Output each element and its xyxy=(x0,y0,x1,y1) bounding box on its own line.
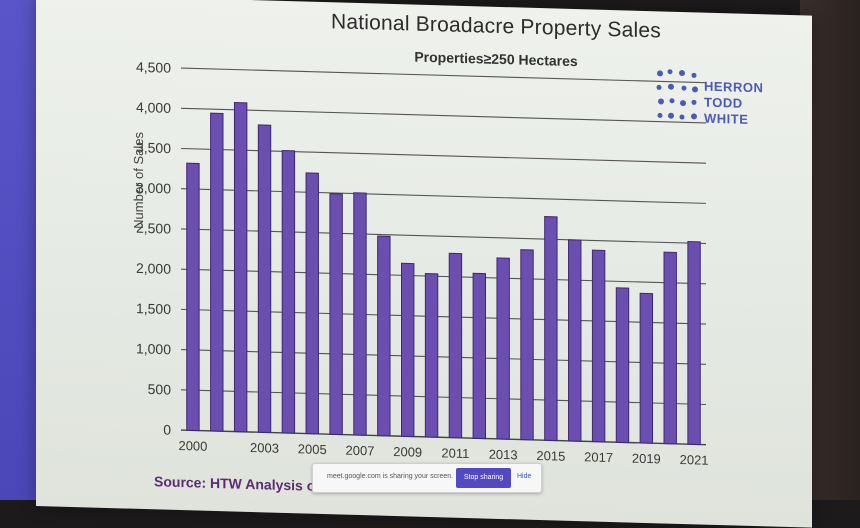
bar-2002 xyxy=(233,102,248,433)
y-tick-label: 1,000 xyxy=(136,340,171,357)
y-tick-label: 2,000 xyxy=(136,260,171,277)
x-tick-label: 2005 xyxy=(298,441,327,457)
bar-2016 xyxy=(568,239,582,442)
bar-2020 xyxy=(663,251,677,445)
bar-2003 xyxy=(257,124,272,434)
bar-2012 xyxy=(472,272,487,440)
window-edge xyxy=(0,0,42,500)
projected-slide: National Broadacre Property Sales Proper… xyxy=(36,0,812,528)
logo-dots-icon xyxy=(656,69,698,120)
bar-2000 xyxy=(186,162,200,432)
gridline xyxy=(181,107,706,124)
x-tick-label: 2003 xyxy=(250,440,279,456)
x-tick-label: 2009 xyxy=(393,444,422,460)
bar-chart: 0 500 1,000 1,500 2,000 2,500 3,000 3,500 4,000 4… xyxy=(136,59,709,468)
bar-2004 xyxy=(281,150,296,434)
bar-2013 xyxy=(496,257,510,440)
y-tick-label: 0 xyxy=(163,422,171,438)
x-tick-label: 2017 xyxy=(584,449,613,465)
x-tick-label: 2021 xyxy=(680,452,709,468)
htw-logo: HERRON TODD WHITE xyxy=(654,63,784,129)
x-tick-label: 2000 xyxy=(178,438,207,454)
gridline xyxy=(181,67,706,84)
hide-link[interactable]: Hide xyxy=(517,473,532,480)
share-message: meet.google.com is sharing your screen. xyxy=(327,473,454,480)
bar-2007 xyxy=(353,192,367,436)
bar-2018 xyxy=(615,287,630,444)
x-tick-label: 2011 xyxy=(441,445,469,461)
bar-2009 xyxy=(401,262,415,438)
bar-2008 xyxy=(377,235,391,437)
y-tick-label: 3,500 xyxy=(136,139,171,156)
bar-2017 xyxy=(591,249,606,443)
y-tick-label: 4,500 xyxy=(136,59,171,76)
bar-2010 xyxy=(424,273,439,438)
bar-2011 xyxy=(448,252,463,439)
x-tick-label: 2019 xyxy=(632,451,661,467)
y-tick-label: 4,000 xyxy=(136,99,171,116)
stop-sharing-button[interactable]: Stop sharing xyxy=(456,468,511,488)
y-tick-label: 1,500 xyxy=(136,300,171,317)
bar-2006 xyxy=(329,193,343,436)
bar-2005 xyxy=(305,172,319,435)
bar-2015 xyxy=(544,216,558,442)
y-tick-label: 3,000 xyxy=(136,179,171,196)
x-tick-label: 2007 xyxy=(346,443,375,459)
bar-2014 xyxy=(520,249,534,441)
bar-2001 xyxy=(210,112,224,432)
x-tick-label: 2013 xyxy=(489,447,518,463)
y-axis-title: Number of Sales xyxy=(131,131,146,230)
x-tick-label: 2015 xyxy=(536,448,565,464)
screen-share-bar: meet.google.com is sharing your screen. … xyxy=(312,463,542,493)
y-tick-label: 2,500 xyxy=(136,220,171,237)
bar-2021 xyxy=(687,240,701,446)
bar-2019 xyxy=(639,292,654,444)
y-tick-label: 500 xyxy=(148,381,172,398)
